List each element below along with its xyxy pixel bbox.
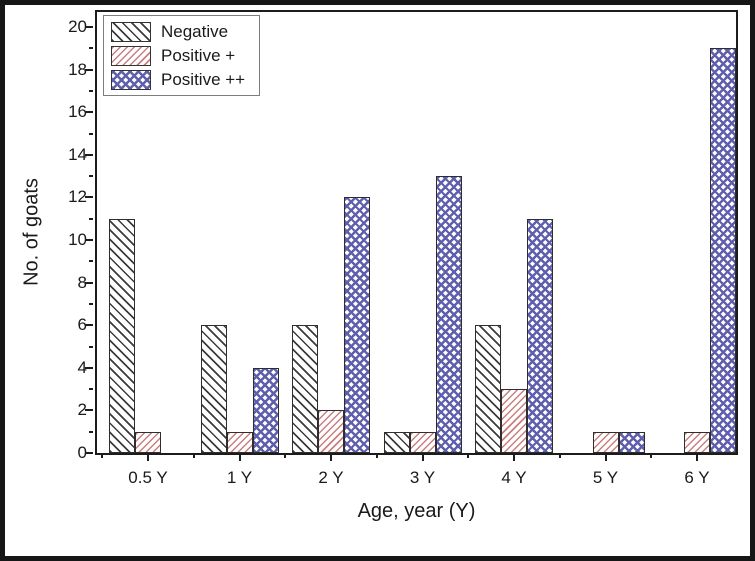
y-tick-label: 18: [68, 59, 87, 79]
legend-label: Negative: [161, 22, 229, 41]
y-minor-tick: [89, 217, 93, 220]
y-minor-tick: [89, 345, 93, 348]
bar-positive-plus-2-y: [318, 410, 344, 453]
y-major-tick: [85, 239, 93, 241]
bar-negative-3-y: [383, 431, 410, 453]
y-tick-label: 8: [77, 272, 87, 292]
bar-positive-plus-3-y: [435, 176, 462, 453]
y-major-tick: [85, 281, 93, 284]
y-major-tick: [85, 452, 93, 454]
y-tick-label: 16: [68, 102, 87, 122]
bar-positive-plus-6-y: [710, 48, 736, 453]
bar-positive-plus-1-y: [252, 367, 279, 453]
bar-positive-plus-4-y: [501, 389, 527, 453]
y-major-tick: [85, 324, 93, 327]
y-minor-tick: [89, 388, 93, 391]
y-minor-tick: [89, 47, 93, 50]
y-minor-tick: [89, 302, 93, 305]
bar-positive-plus-3-y: [409, 431, 436, 453]
bar-positive-plus-0-5-y: [135, 431, 161, 453]
bar-positive-plus-5-y: [618, 431, 645, 453]
x-minor-tick: [558, 453, 561, 458]
y-tick-label: 14: [68, 144, 87, 164]
legend-row: Negative: [111, 21, 245, 42]
x-major-tick: [330, 453, 332, 461]
y-major-tick: [85, 153, 93, 156]
x-tick-label: 5 Y: [592, 468, 619, 487]
y-minor-tick: [89, 89, 93, 92]
y-minor-tick: [89, 260, 93, 263]
x-minor-tick: [650, 453, 653, 458]
x-major-tick: [238, 453, 241, 461]
x-minor-tick: [192, 453, 195, 458]
bar-negative-0-5-y: [109, 218, 135, 453]
y-minor-tick: [89, 430, 93, 433]
x-minor-tick: [467, 453, 470, 458]
legend-swatch-positive-plus: [111, 69, 151, 90]
x-tick-label: 3 Y: [409, 468, 436, 487]
y-tick-label: 12: [68, 187, 87, 207]
x-major-tick: [147, 453, 149, 461]
legend-row: Positive ++: [111, 69, 245, 90]
x-major-tick: [513, 453, 515, 461]
x-major-tick: [604, 453, 607, 461]
y-major-tick: [85, 68, 93, 71]
x-major-tick: [421, 453, 424, 461]
x-minor-tick: [101, 453, 104, 458]
x-tick-label: 6 Y: [684, 468, 710, 487]
bar-positive-plus-2-y: [344, 197, 370, 453]
bar-negative-2-y: [292, 325, 318, 453]
x-tick-label: 2 Y: [318, 468, 344, 487]
legend-label: Positive ++: [161, 70, 246, 89]
y-tick-label: 10: [68, 230, 87, 249]
legend-row: Positive +: [111, 45, 245, 66]
x-axis-title: Age, year (Y): [357, 500, 476, 522]
legend: Negative Positive + Positive ++: [103, 15, 261, 96]
y-tick-label: 4: [77, 357, 87, 377]
y-minor-tick: [89, 132, 93, 135]
y-major-tick: [85, 409, 93, 412]
y-minor-tick: [89, 175, 93, 178]
x-minor-tick: [375, 453, 378, 458]
plot-area: Negative Positive + Positive ++: [85, 10, 738, 461]
bar-positive-plus-4-y: [527, 218, 553, 453]
x-tick-label: 1 Y: [226, 468, 253, 487]
bar-positive-plus-5-y: [592, 431, 619, 453]
y-tick-label: 20: [68, 17, 87, 36]
legend-swatch-negative: [111, 21, 151, 42]
x-minor-tick: [284, 453, 287, 458]
legend-label: Positive +: [161, 46, 236, 65]
x-tick-label: 4 Y: [501, 468, 527, 487]
y-tick-label: 6: [77, 315, 87, 335]
x-tick-label: 0.5 Y: [128, 468, 168, 487]
y-tick-label: 0: [77, 443, 87, 462]
x-major-tick: [696, 453, 698, 461]
bar-positive-plus-6-y: [684, 431, 710, 453]
y-major-tick: [85, 111, 93, 114]
bar-negative-4-y: [475, 325, 501, 453]
bar-negative-1-y: [200, 325, 227, 453]
y-major-tick: [85, 26, 93, 28]
y-tick-label: 2: [77, 400, 87, 420]
y-major-tick: [85, 196, 93, 199]
legend-swatch-positive-plus: [111, 45, 151, 66]
y-major-tick: [85, 366, 93, 369]
bar-positive-plus-1-y: [226, 431, 253, 453]
